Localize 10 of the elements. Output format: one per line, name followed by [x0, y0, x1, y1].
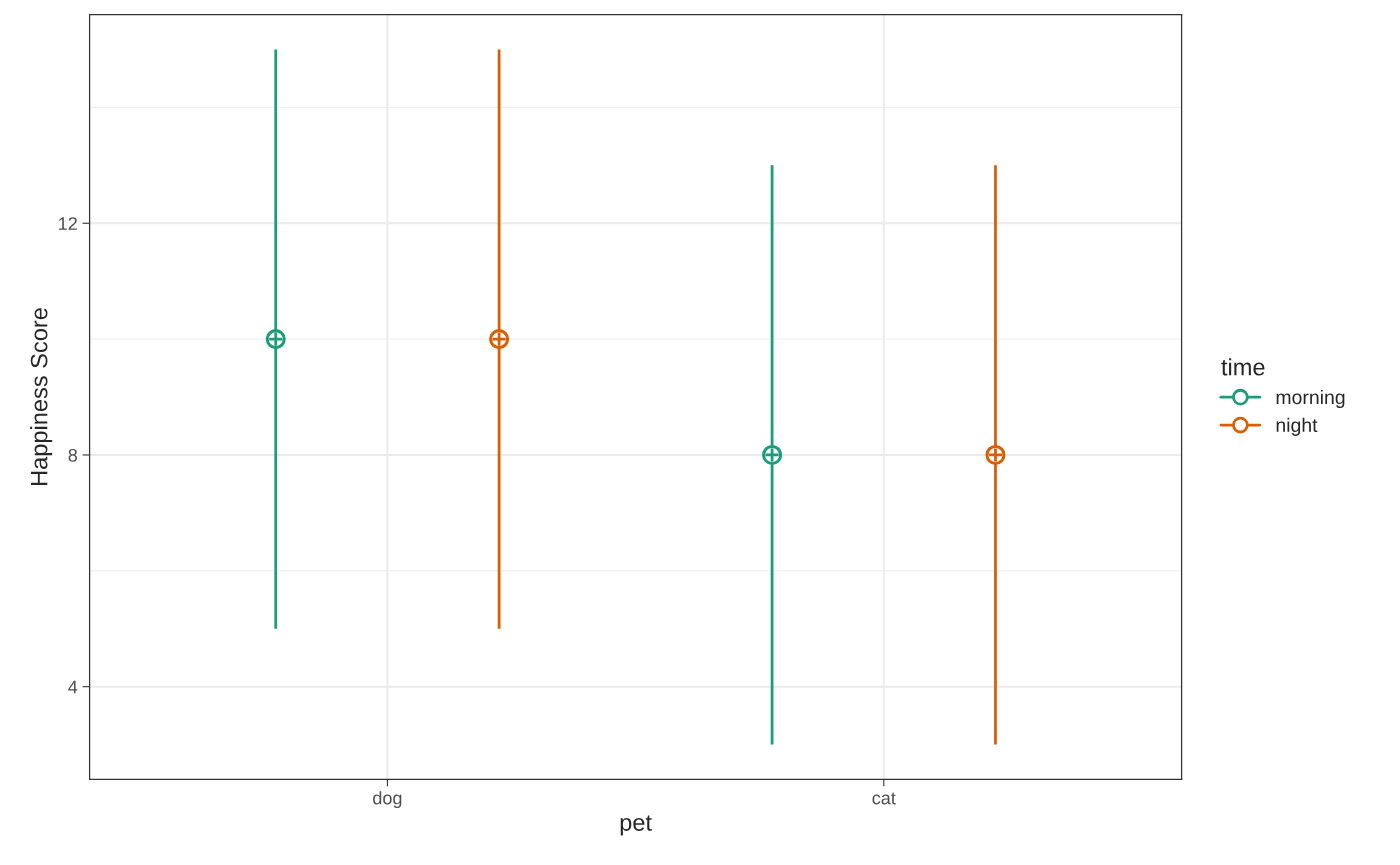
- x-axis-title: pet: [620, 815, 652, 836]
- x-tick-label: dog: [373, 791, 402, 808]
- y-tick-label: 12: [59, 217, 77, 230]
- legend-title: time: [1221, 358, 1265, 376]
- y-axis-title: Happiness Score: [30, 308, 53, 485]
- legend-label: morning: [1276, 389, 1345, 409]
- legend-label: night: [1276, 417, 1318, 436]
- x-tick-label: cat: [872, 792, 896, 805]
- y-tick-label: 4: [68, 680, 78, 694]
- y-tick-label: 8: [68, 448, 78, 462]
